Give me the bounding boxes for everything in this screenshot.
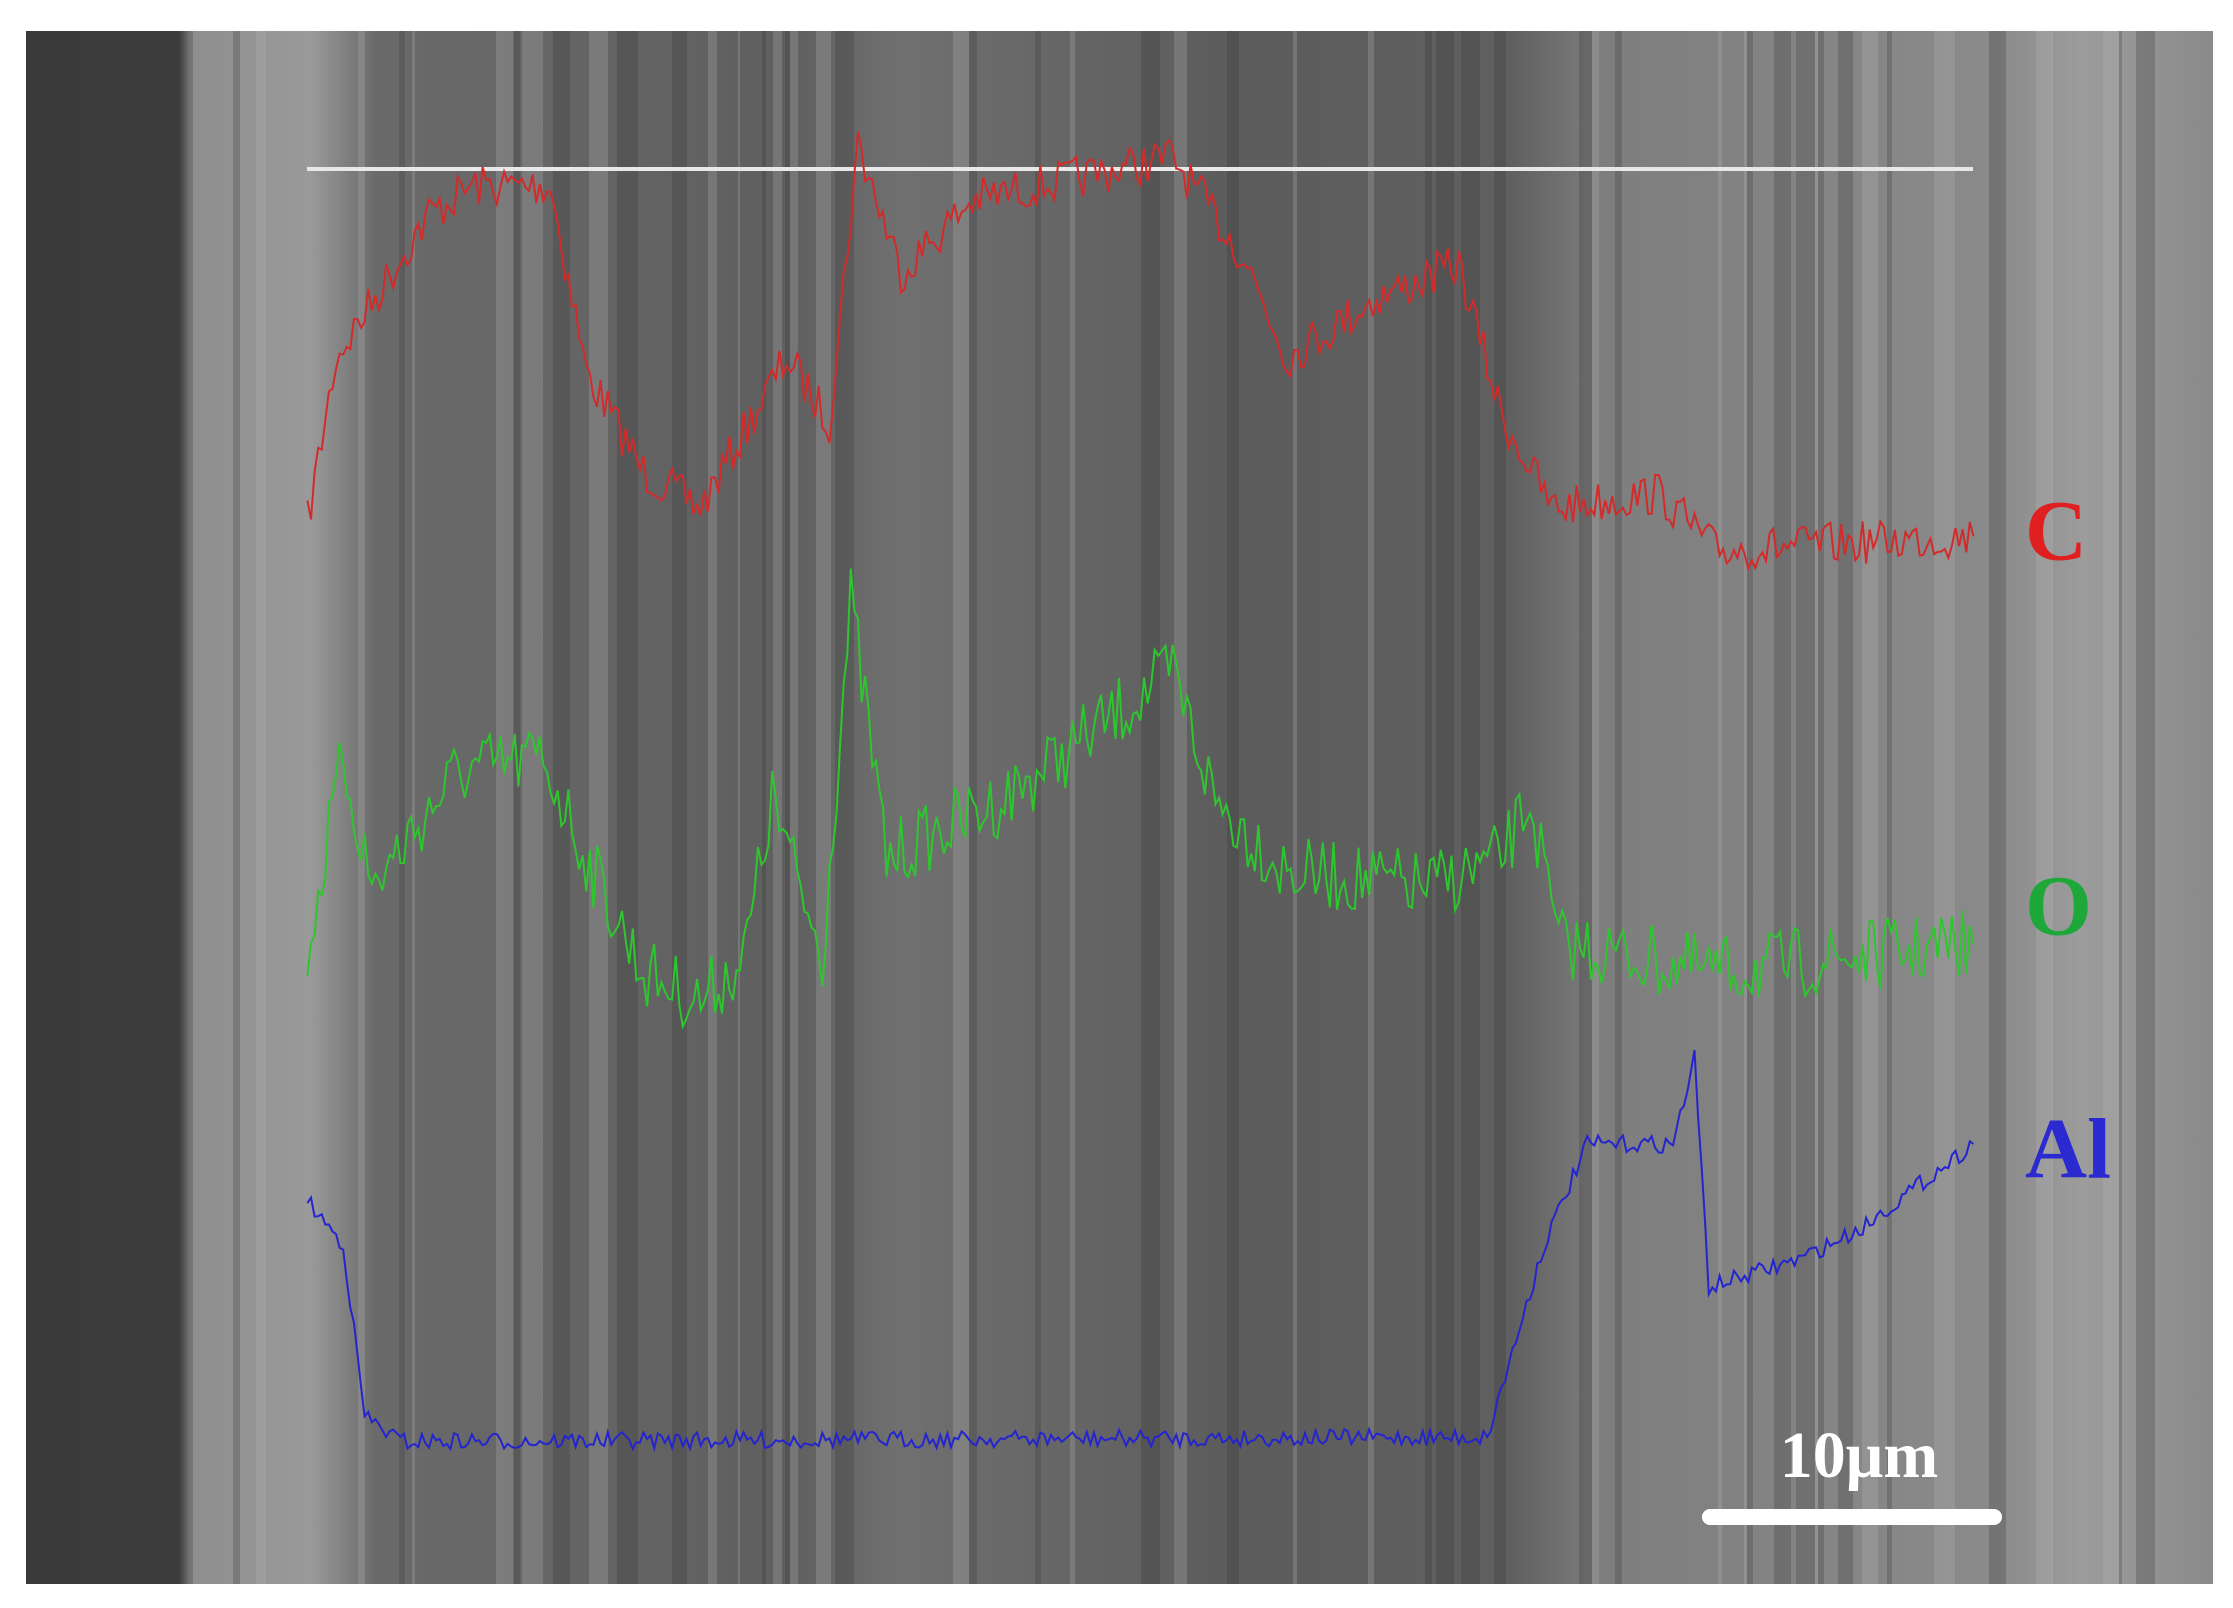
sem-image (26, 31, 2213, 1584)
texture-streak (1368, 31, 1374, 1584)
texture-streak (1436, 31, 1454, 1584)
oxygen-label: O (2025, 858, 2092, 954)
texture-streak (1774, 31, 1791, 1584)
texture-streak (961, 31, 977, 1584)
texture-streak (358, 31, 365, 1584)
texture-streak (785, 31, 792, 1584)
texture-streak (2111, 31, 2122, 1584)
texture-streak (594, 31, 608, 1584)
texture-streak (1461, 31, 1480, 1584)
texture-streak (1796, 31, 1807, 1584)
texture-streak (835, 31, 854, 1584)
texture-streak (1838, 31, 1853, 1584)
texture-streak (1293, 31, 1297, 1584)
texture-streak (596, 31, 606, 1584)
texture-streak (1989, 31, 2006, 1584)
texture-streak (1615, 31, 1622, 1584)
oxygen-profile (306, 568, 1975, 1030)
texture-streak (1887, 31, 1892, 1584)
texture-streak (1747, 31, 1753, 1584)
texture-streak (1174, 31, 1187, 1584)
texture-streak (589, 31, 599, 1584)
texture-streak (762, 31, 766, 1584)
texture-streak (1425, 31, 1432, 1584)
texture-streak (233, 31, 240, 1584)
texture-streak (1494, 31, 1506, 1584)
texture-streak (399, 31, 405, 1584)
texture-streak (617, 31, 638, 1584)
texture-streak (181, 31, 193, 1584)
texture-streak (1744, 31, 1747, 1584)
texture-streak (708, 31, 717, 1584)
texture-streak (1579, 31, 1595, 1584)
texture-streak (672, 31, 687, 1584)
texture-streak (2036, 31, 2053, 1584)
texture-streak (2103, 31, 2119, 1584)
carbon-profile (306, 131, 1975, 572)
texture-streak (256, 31, 266, 1584)
texture-streak (514, 31, 520, 1584)
texture-streak (1718, 31, 1722, 1584)
texture-streak (1813, 31, 1824, 1584)
texture-streak (1141, 31, 1146, 1584)
scale-bar-label: 10μm (1780, 1419, 1938, 1492)
texture-streak (412, 31, 415, 1584)
texture-streak (1141, 31, 1160, 1584)
aluminum-label: Al (2025, 1101, 2111, 1197)
carbon-label: C (2025, 483, 2087, 579)
texture-streak (953, 31, 969, 1584)
texture-streak (1227, 31, 1239, 1584)
texture-streak (790, 31, 798, 1584)
texture-streak (496, 31, 513, 1584)
texture-streak (522, 31, 543, 1584)
texture-streak (1035, 31, 1041, 1584)
scale-bar (1702, 1509, 2002, 1525)
texture-streak (1592, 31, 1599, 1584)
texture-streak (1934, 31, 1955, 1584)
texture-streak (553, 31, 570, 1584)
texture-streak (1472, 31, 1479, 1584)
texture-streak (738, 31, 740, 1584)
texture-streak (1810, 31, 1818, 1584)
texture-streak (2144, 31, 2153, 1584)
texture-streak (2136, 31, 2155, 1584)
texture (181, 31, 2155, 1584)
texture-streak (624, 31, 626, 1584)
texture-streak (1797, 31, 1815, 1584)
texture-streak (816, 31, 831, 1584)
texture-streak (1862, 31, 1878, 1584)
texture-streak (1070, 31, 1075, 1584)
aluminum-profile (306, 1049, 1974, 1453)
